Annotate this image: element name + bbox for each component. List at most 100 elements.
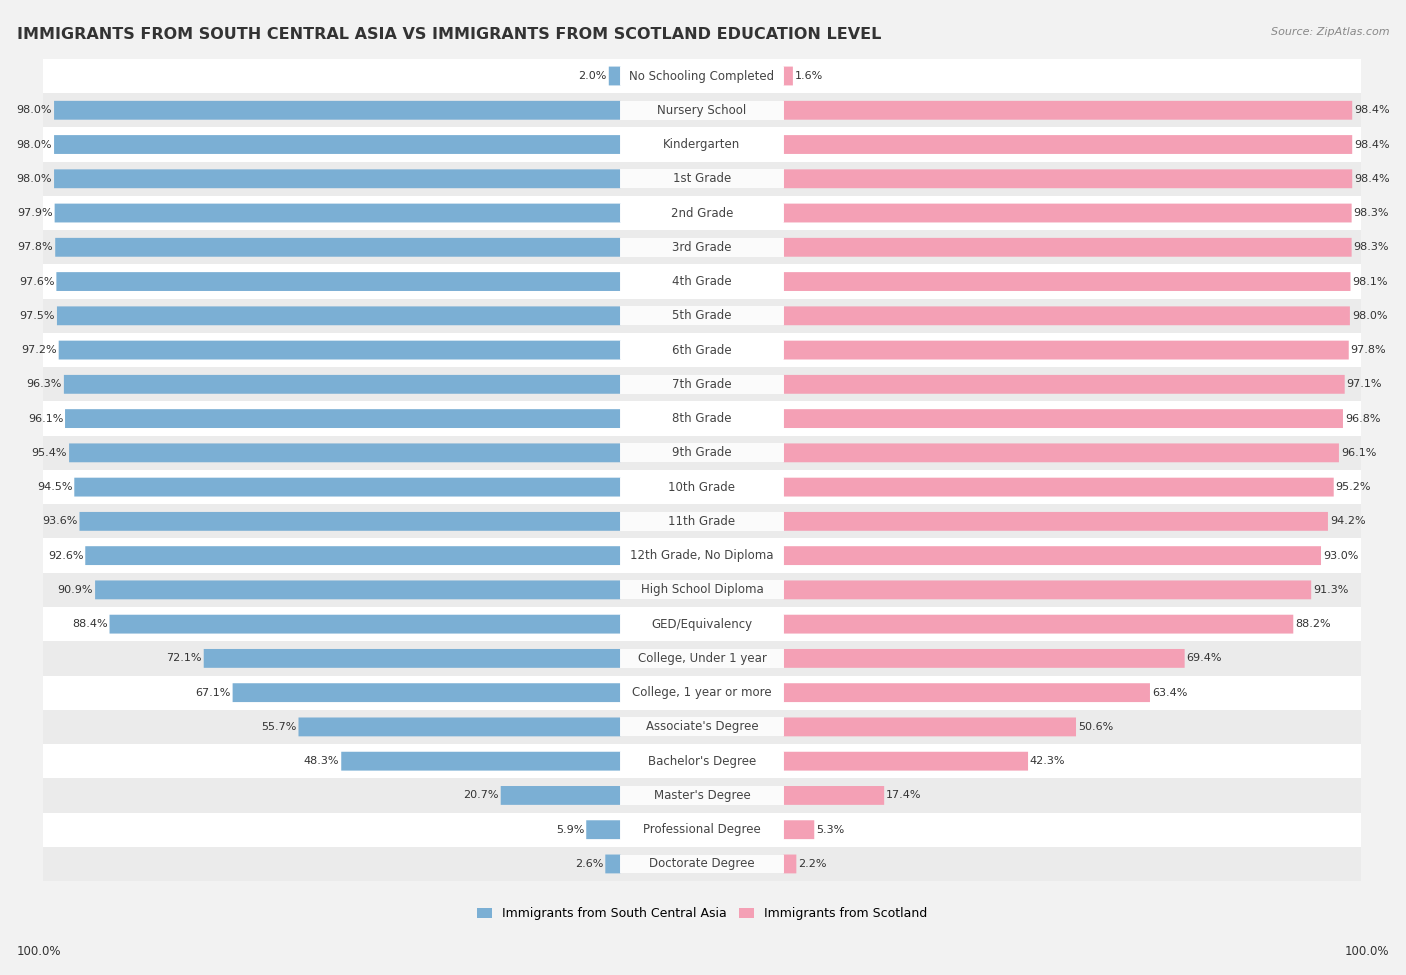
Bar — [620, 272, 783, 291]
Text: 97.8%: 97.8% — [1351, 345, 1386, 355]
Bar — [42, 298, 1361, 332]
Text: 88.2%: 88.2% — [1295, 619, 1331, 629]
Text: 94.2%: 94.2% — [1330, 517, 1365, 526]
Text: IMMIGRANTS FROM SOUTH CENTRAL ASIA VS IMMIGRANTS FROM SCOTLAND EDUCATION LEVEL: IMMIGRANTS FROM SOUTH CENTRAL ASIA VS IM… — [17, 27, 882, 42]
Text: 12th Grade, No Diploma: 12th Grade, No Diploma — [630, 549, 773, 563]
Bar — [620, 170, 783, 188]
FancyBboxPatch shape — [783, 820, 814, 839]
FancyBboxPatch shape — [55, 238, 620, 256]
Text: 11th Grade: 11th Grade — [668, 515, 735, 527]
Bar — [42, 470, 1361, 504]
FancyBboxPatch shape — [58, 306, 620, 326]
FancyBboxPatch shape — [783, 752, 1028, 770]
FancyBboxPatch shape — [783, 786, 884, 804]
Text: 94.5%: 94.5% — [37, 482, 72, 492]
FancyBboxPatch shape — [783, 340, 1348, 360]
FancyBboxPatch shape — [606, 854, 620, 874]
FancyBboxPatch shape — [96, 580, 620, 600]
Text: Kindergarten: Kindergarten — [664, 138, 741, 151]
Bar — [620, 683, 783, 702]
Bar — [620, 444, 783, 462]
Bar — [42, 436, 1361, 470]
Text: Nursery School: Nursery School — [658, 103, 747, 117]
Text: 96.3%: 96.3% — [27, 379, 62, 389]
Text: 10th Grade: 10th Grade — [668, 481, 735, 493]
FancyBboxPatch shape — [204, 649, 620, 668]
Text: College, 1 year or more: College, 1 year or more — [633, 686, 772, 699]
Bar — [42, 332, 1361, 368]
Bar — [620, 238, 783, 256]
FancyBboxPatch shape — [63, 375, 620, 394]
FancyBboxPatch shape — [783, 410, 1343, 428]
Text: Bachelor's Degree: Bachelor's Degree — [648, 755, 756, 767]
FancyBboxPatch shape — [783, 170, 1353, 188]
Text: 93.6%: 93.6% — [42, 517, 77, 526]
Bar — [620, 580, 783, 600]
Text: 98.0%: 98.0% — [17, 174, 52, 183]
Text: 92.6%: 92.6% — [48, 551, 83, 561]
Text: 3rd Grade: 3rd Grade — [672, 241, 731, 254]
FancyBboxPatch shape — [783, 100, 1353, 120]
Text: 97.8%: 97.8% — [18, 243, 53, 253]
Bar — [620, 410, 783, 428]
Bar — [42, 402, 1361, 436]
Text: Professional Degree: Professional Degree — [643, 823, 761, 837]
FancyBboxPatch shape — [55, 204, 620, 222]
Bar — [42, 710, 1361, 744]
Bar — [42, 162, 1361, 196]
Bar — [620, 786, 783, 804]
Bar — [620, 66, 783, 86]
FancyBboxPatch shape — [783, 718, 1076, 736]
Text: Master's Degree: Master's Degree — [654, 789, 751, 801]
Bar — [42, 58, 1361, 94]
Text: 17.4%: 17.4% — [886, 791, 921, 800]
Text: 100.0%: 100.0% — [17, 945, 62, 958]
FancyBboxPatch shape — [53, 136, 620, 154]
Text: 1.6%: 1.6% — [794, 71, 823, 81]
Bar — [42, 128, 1361, 162]
Text: 98.4%: 98.4% — [1354, 139, 1389, 149]
Bar — [620, 136, 783, 154]
FancyBboxPatch shape — [501, 786, 620, 804]
Text: 97.6%: 97.6% — [20, 277, 55, 287]
Bar — [42, 94, 1361, 128]
Text: 91.3%: 91.3% — [1313, 585, 1348, 595]
FancyBboxPatch shape — [342, 752, 620, 770]
Bar — [42, 504, 1361, 538]
Text: 42.3%: 42.3% — [1031, 757, 1066, 766]
Bar — [42, 778, 1361, 812]
Text: Associate's Degree: Associate's Degree — [645, 721, 758, 733]
Text: 55.7%: 55.7% — [262, 722, 297, 732]
Bar — [42, 264, 1361, 298]
Text: 98.1%: 98.1% — [1353, 277, 1388, 287]
Bar — [620, 854, 783, 874]
Text: 98.0%: 98.0% — [1351, 311, 1388, 321]
Text: 20.7%: 20.7% — [464, 791, 499, 800]
FancyBboxPatch shape — [783, 306, 1350, 326]
Bar — [620, 614, 783, 634]
Text: 98.0%: 98.0% — [17, 105, 52, 115]
Text: 93.0%: 93.0% — [1323, 551, 1358, 561]
Text: 50.6%: 50.6% — [1078, 722, 1114, 732]
Text: 88.4%: 88.4% — [72, 619, 108, 629]
Text: 5th Grade: 5th Grade — [672, 309, 731, 323]
Text: 98.4%: 98.4% — [1354, 105, 1389, 115]
Bar — [620, 306, 783, 326]
FancyBboxPatch shape — [783, 204, 1351, 222]
Text: 5.3%: 5.3% — [815, 825, 845, 835]
Text: 6th Grade: 6th Grade — [672, 343, 731, 357]
FancyBboxPatch shape — [586, 820, 620, 839]
Text: 48.3%: 48.3% — [304, 757, 339, 766]
FancyBboxPatch shape — [783, 136, 1353, 154]
Text: 97.9%: 97.9% — [17, 208, 53, 218]
FancyBboxPatch shape — [783, 649, 1185, 668]
FancyBboxPatch shape — [86, 546, 620, 565]
Bar — [620, 546, 783, 565]
Text: Source: ZipAtlas.com: Source: ZipAtlas.com — [1271, 27, 1389, 37]
Text: 72.1%: 72.1% — [166, 653, 202, 663]
Text: 69.4%: 69.4% — [1187, 653, 1222, 663]
FancyBboxPatch shape — [783, 478, 1334, 496]
Text: 96.8%: 96.8% — [1346, 413, 1381, 423]
Bar — [42, 368, 1361, 402]
FancyBboxPatch shape — [783, 512, 1327, 530]
